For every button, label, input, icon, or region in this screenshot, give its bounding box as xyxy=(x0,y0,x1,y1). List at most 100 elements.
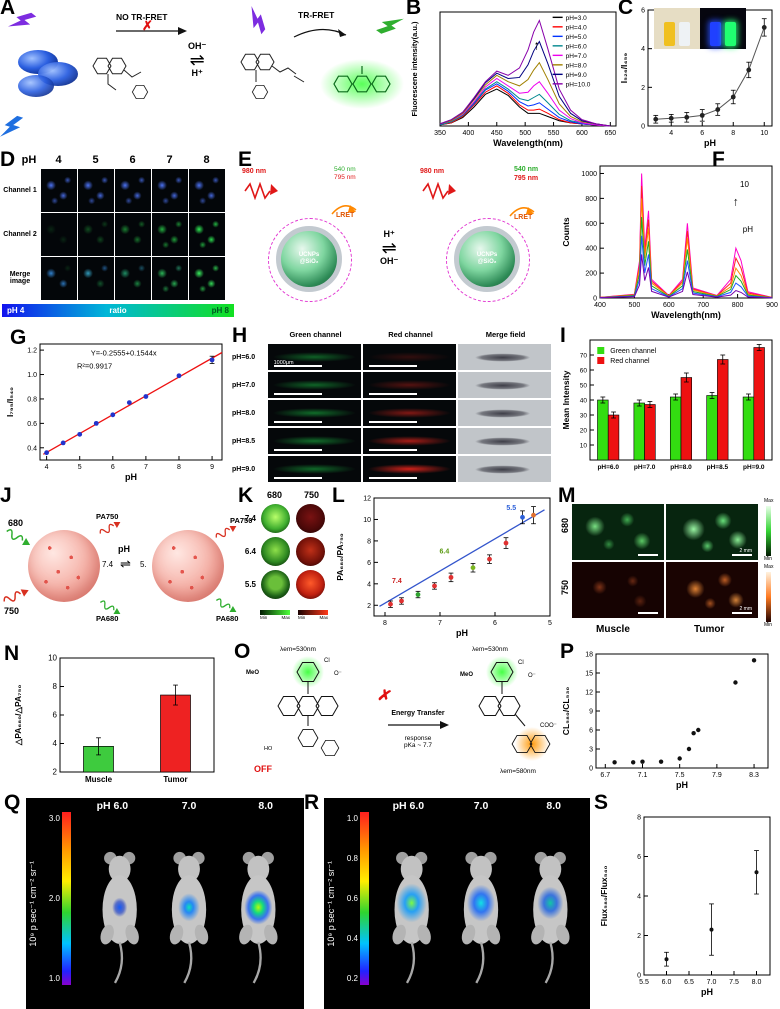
col-750-label: 750 xyxy=(303,490,320,500)
cuvette-photos-inset xyxy=(654,8,746,49)
mice-photo xyxy=(388,850,574,985)
svg-text:450: 450 xyxy=(491,130,503,137)
row-ph74: 7.4 xyxy=(244,514,256,523)
zebrafish-row: pH=7.0 xyxy=(232,372,553,398)
svg-text:6: 6 xyxy=(53,711,58,720)
zebrafish-image xyxy=(458,456,551,482)
svg-text:Mean Intensity: Mean Intensity xyxy=(561,370,571,429)
svg-text:Wavelength(nm): Wavelength(nm) xyxy=(651,310,721,320)
svg-text:9: 9 xyxy=(210,464,214,471)
svg-text:8: 8 xyxy=(383,620,387,627)
ph-col-6: 6 xyxy=(129,154,136,166)
svg-text:R²=0.9917: R²=0.9917 xyxy=(77,361,112,370)
panel-f-upconversion-spectra: F 400 500 600 700 800 900 0 200 400 600 800 1000 Wav… xyxy=(560,148,780,328)
laser-750-label: 750 xyxy=(4,606,20,616)
svg-text:6: 6 xyxy=(367,560,371,567)
confocal-image xyxy=(188,212,225,256)
panel-e-ucnp-scheme: E 980 nm 540 nm 795 nm LRET UCNPs @SiO₂ … xyxy=(234,148,562,328)
svg-text:pH=6.0: pH=6.0 xyxy=(566,43,588,50)
hydroxide-label: OH⁻ xyxy=(188,41,207,51)
pa-phantom-red xyxy=(296,570,325,599)
ph-label: pH xyxy=(118,544,130,554)
row-ph55: 5.5 xyxy=(244,580,256,589)
panel-j-letter: J xyxy=(0,484,12,507)
pa-phantom-green xyxy=(261,504,290,533)
mouse-ph6-label: pH 6.0 xyxy=(392,800,425,812)
laser-bolt-blue-icon xyxy=(0,115,24,137)
cl-label: Cl xyxy=(324,658,330,664)
probe-off-structure: λem=530nm MeO Cl O⁻ HO OFF xyxy=(246,646,376,794)
chart-g-ratio-vs-ph-fit: 4 5 6 7 8 9 0.4 0.6 0.8 1.0 1.2 pH I₇₉₅/I₅₄₀ Y=-0.255… xyxy=(5,343,223,482)
col-red-channel: Red channel xyxy=(388,330,433,339)
emission-540-label: 540 nm xyxy=(334,166,356,173)
svg-text:10: 10 xyxy=(740,180,749,189)
svg-text:650: 650 xyxy=(604,130,616,137)
svg-text:800: 800 xyxy=(585,196,597,203)
svg-text:8: 8 xyxy=(367,538,371,545)
svg-text:8.3: 8.3 xyxy=(749,772,759,779)
chart-l-pa-ratio-vs-ph: 8 7 6 5 2 4 6 8 10 12 pH PA₆₈₀/PA₇₅₀ 5.5 6.4 7.4 xyxy=(335,496,552,639)
svg-text:500: 500 xyxy=(519,130,531,137)
confocal-image xyxy=(151,168,188,212)
svg-text:↑: ↑ xyxy=(534,38,541,53)
confocal-image xyxy=(114,212,151,256)
excitation-980-label: 980 nm xyxy=(242,168,267,175)
zebrafish-row: pH=6.0 1000μm xyxy=(232,344,553,370)
rainbow-colorbar xyxy=(62,812,71,985)
fluorescein-open-green-structure xyxy=(320,59,404,109)
row-750-label: 750 xyxy=(560,580,570,596)
svg-text:pH: pH xyxy=(701,987,713,997)
ucnp-nanoparticle: UCNPs @SiO₂ xyxy=(276,226,342,292)
svg-text:70: 70 xyxy=(580,353,588,360)
svg-text:pH=8.5: pH=8.5 xyxy=(707,464,729,471)
scalebar-label: 2 mm xyxy=(739,606,753,612)
svg-text:7: 7 xyxy=(438,620,442,627)
svg-text:0: 0 xyxy=(637,973,641,980)
daylight-cuvettes-photo xyxy=(654,8,700,49)
ucnp-nanoparticle: UCNPs @SiO₂ xyxy=(454,226,520,292)
e-equilibrium: H⁺ ⇌ OH⁻ xyxy=(380,230,398,266)
col-green-channel: Green channel xyxy=(289,330,342,339)
svg-text:550: 550 xyxy=(548,130,560,137)
svg-text:6: 6 xyxy=(589,728,593,735)
max-label: Max xyxy=(281,615,290,620)
pa-phantom-red xyxy=(296,504,325,533)
mouse-image-q: 10⁹ p sec⁻¹ cm⁻² sr⁻¹ 3.0 2.0 1.0 pH 6.0… xyxy=(26,798,304,1009)
svg-text:700: 700 xyxy=(697,302,709,309)
panel-l-pa-ratio: L 8 7 6 5 2 4 6 8 10 12 pH PA₆₈₀/PA₇₅₀ 5.5 6.4 7.4 xyxy=(332,484,560,644)
chart-b-fluorescence-spectra: 350 400 450 500 550 600 650 Wavelength(nm) Fluor… xyxy=(410,11,617,148)
open-probe-structure xyxy=(240,53,305,100)
zebrafish-image xyxy=(363,372,456,398)
svg-text:600: 600 xyxy=(663,302,675,309)
panel-s-letter: S xyxy=(594,791,609,814)
row-ph8: pH=8.0 xyxy=(232,409,256,417)
cl-label: Cl xyxy=(518,660,524,666)
ucnp-core-label: UCNPs @SiO₂ xyxy=(298,252,320,265)
ph-col-4: 4 xyxy=(55,154,62,166)
ucnp-core-label: UCNPs @SiO₂ xyxy=(476,252,498,265)
emission-795-label: 795 nm xyxy=(334,174,356,181)
tumor-label: Tumor xyxy=(694,624,725,635)
tr-fret-label: TR-FRET xyxy=(298,10,335,20)
svg-text:8: 8 xyxy=(731,130,735,137)
confocal-image xyxy=(188,168,225,212)
confocal-image xyxy=(188,256,225,300)
svg-text:6.7: 6.7 xyxy=(600,772,610,779)
svg-text:pH=9.0: pH=9.0 xyxy=(566,72,588,79)
svg-text:pH=9.0: pH=9.0 xyxy=(743,464,765,471)
tick: 0.8 xyxy=(346,854,358,863)
colorbar-ph4-label: pH 4 xyxy=(7,306,25,315)
panel-o-chemiluminescence-scheme: O λem=530nm MeO Cl O⁻ xyxy=(232,640,562,796)
panel-i-mean-intensity: I 10 20 30 40 50 60 70 Mean Intensity pH=6.0 pH=7… xyxy=(560,324,780,488)
em530-label: λem=530nm xyxy=(280,646,316,653)
pa-phantom-green xyxy=(261,570,290,599)
min-label: Min xyxy=(260,615,268,620)
pa-image-750-muscle xyxy=(572,562,664,618)
max-label: Max xyxy=(319,615,328,620)
tr-fret-curved-arrow xyxy=(293,28,347,38)
panel-n-letter: N xyxy=(4,642,20,665)
laser-bolt-purple-icon xyxy=(7,12,37,27)
svg-text:6: 6 xyxy=(641,8,645,15)
colorbar-ratio-label: ratio xyxy=(109,306,127,315)
a-equilibrium: OH⁻ ⇌ H⁺ xyxy=(188,42,206,78)
